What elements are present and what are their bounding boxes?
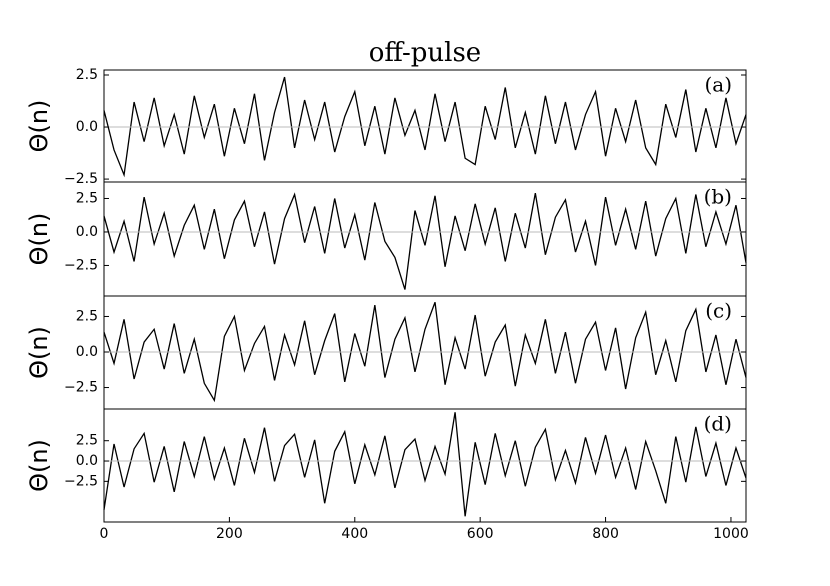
y-axis-label: Θ(n) (25, 213, 53, 266)
y-axis-label: Θ(n) (25, 439, 53, 492)
x-tick-label: 600 (467, 526, 494, 542)
x-tick-label: 1000 (713, 526, 749, 542)
series-line (103, 76, 747, 178)
series-line (103, 412, 747, 517)
panel-label: (a) (704, 73, 732, 97)
panel-frame (103, 181, 747, 297)
y-axis-label: Θ(n) (25, 100, 53, 153)
y-tick-label: 0.0 (76, 344, 98, 360)
y-tick-label: 0.0 (76, 119, 98, 135)
panel-label: (c) (705, 299, 732, 323)
y-tick-label: 2.5 (76, 67, 98, 83)
x-tick-label: 800 (592, 526, 619, 542)
y-tick-label: −2.5 (64, 171, 98, 187)
x-tick-label: 200 (216, 526, 243, 542)
x-tick-label: 400 (341, 526, 368, 542)
y-tick-label: 0.0 (76, 453, 98, 469)
series-line (103, 192, 747, 290)
panel-frame (103, 69, 747, 183)
y-tick-label: 2.5 (76, 308, 98, 324)
y-tick-label: −2.5 (64, 473, 98, 489)
series-line (103, 302, 747, 403)
y-axis-label: Θ(n) (25, 326, 53, 379)
panel-label: (d) (704, 412, 732, 436)
y-tick-label: −2.5 (64, 380, 98, 396)
panel-label: (b) (704, 185, 732, 209)
chart-title: off-pulse (369, 38, 481, 68)
y-tick-label: 2.5 (76, 433, 98, 449)
y-tick-label: −2.5 (64, 257, 98, 273)
y-tick-label: 2.5 (76, 190, 98, 206)
y-tick-label: 0.0 (76, 224, 98, 240)
panel-frame (103, 408, 747, 523)
x-tick-label: 0 (100, 526, 109, 542)
